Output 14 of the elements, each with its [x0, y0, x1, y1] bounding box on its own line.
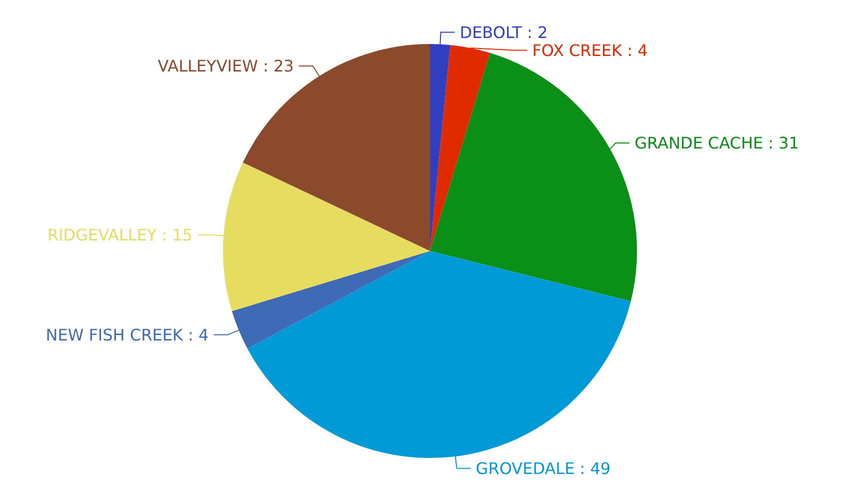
- data-label: : 49: [580, 458, 611, 478]
- data-label: : 23: [262, 56, 294, 76]
- slice-label: VALLEYVIEW: [158, 56, 258, 76]
- slice-label: RIDGEVALLEY: [47, 225, 157, 244]
- slice-label: FOX CREEK: [532, 40, 623, 60]
- data-label: : 4: [627, 40, 648, 60]
- data-label: : 31: [768, 134, 800, 153]
- data-label: : 4: [188, 325, 209, 344]
- slice-label: NEW FISH CREEK: [46, 325, 184, 344]
- slice-label: GROVEDALE: [476, 458, 575, 478]
- slice-label: DEBOLT: [460, 22, 522, 42]
- slice-label: GRANDE CACHE: [634, 134, 764, 153]
- data-label: : 15: [162, 225, 193, 244]
- data-label: : 2: [527, 22, 548, 42]
